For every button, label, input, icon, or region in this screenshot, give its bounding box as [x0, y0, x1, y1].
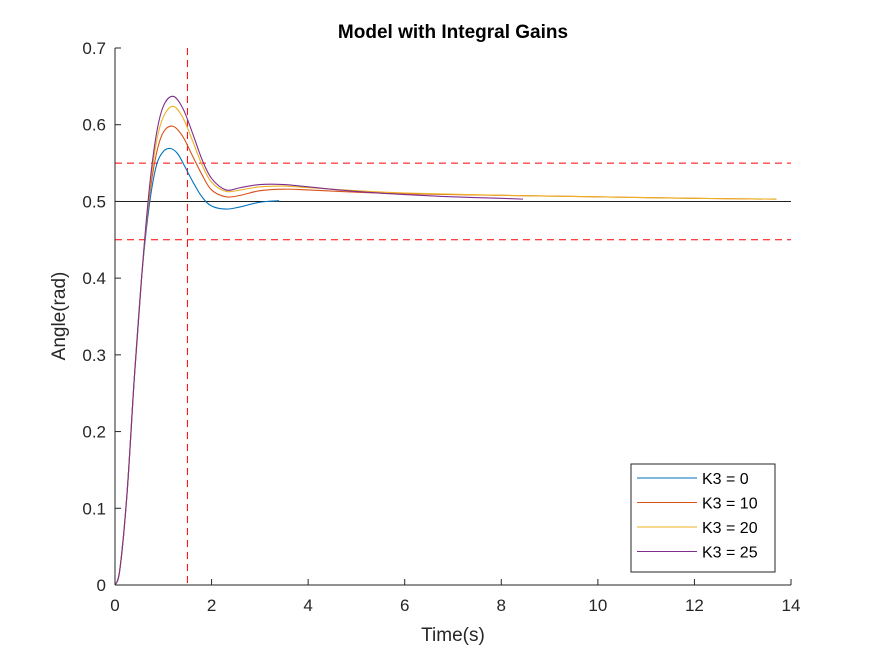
y-tick-label: 0.2 [82, 423, 106, 442]
legend-label-3: K3 = 25 [702, 545, 758, 562]
y-tick-label: 0.4 [82, 269, 106, 288]
legend-box [630, 463, 776, 573]
y-tick-label: 0.5 [82, 192, 106, 211]
y-ticks: 0 0.1 0.2 0.3 0.4 0.5 0.6 0.7 [82, 39, 121, 595]
x-tick-label: 6 [400, 596, 409, 615]
y-tick-label: 0.3 [82, 346, 106, 365]
y-tick-label: 0.7 [82, 39, 106, 58]
series-line-0 [115, 147, 280, 585]
y-axis-label: Angle(rad) [49, 272, 70, 361]
x-tick-label: 0 [110, 596, 119, 615]
x-tick-label: 14 [782, 596, 801, 615]
y-tick-label: 0 [97, 576, 106, 595]
axes [114, 48, 791, 586]
series-line-3 [115, 95, 524, 585]
legend-label-1: K3 = 10 [702, 496, 758, 513]
x-tick-label: 12 [685, 596, 704, 615]
legend-label-2: K3 = 20 [702, 520, 758, 537]
x-ticks: 0 2 4 6 8 10 12 14 [110, 579, 800, 615]
x-tick-label: 8 [497, 596, 506, 615]
y-tick-label: 0.6 [82, 116, 106, 135]
x-axis-label: Time(s) [421, 625, 485, 646]
x-tick-label: 2 [207, 596, 216, 615]
reference-lines [115, 48, 791, 585]
y-tick-label: 0.1 [82, 499, 106, 518]
legend-label-0: K3 = 0 [702, 471, 749, 488]
x-tick-label: 10 [588, 596, 607, 615]
x-tick-label: 4 [303, 596, 312, 615]
series-group [115, 95, 777, 585]
legend: K3 = 0 K3 = 10 K3 = 20 K3 = 25 [630, 463, 776, 573]
chart-title: Model with Integral Gains [338, 22, 568, 43]
